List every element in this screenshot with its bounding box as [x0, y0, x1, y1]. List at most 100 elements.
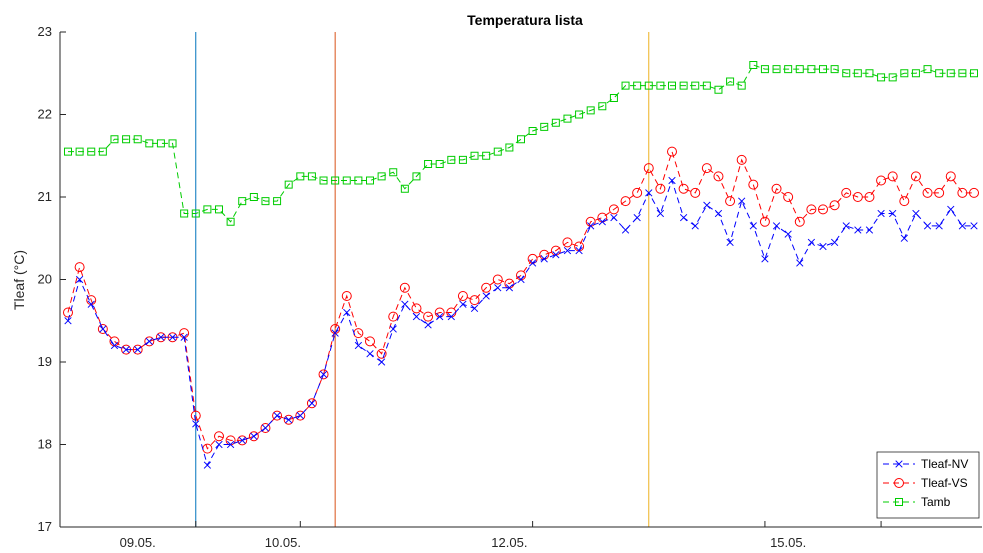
data-point-tamb [575, 110, 584, 119]
x-tick-label: 12.05. [491, 535, 527, 550]
y-tick-label: 17 [38, 519, 52, 534]
data-point-tamb [795, 65, 804, 74]
legend-marker-tamb [895, 498, 903, 506]
data-point-tamb [598, 102, 607, 111]
data-point-tleaf-nv [807, 238, 816, 247]
data-point-tamb [180, 209, 189, 218]
data-point-tleaf-nv [99, 325, 107, 333]
data-point-tleaf-vs [492, 274, 503, 285]
data-point-tleaf-nv [505, 284, 514, 292]
data-point-tleaf-nv [889, 209, 897, 218]
data-point-tamb [145, 139, 154, 148]
data-point-tleaf-nv [482, 292, 490, 300]
data-point-tamb [64, 147, 72, 156]
x-tick-label: 10.05. [265, 535, 301, 550]
legend-marker-tleaf-nv [895, 460, 903, 468]
data-point-tleaf-vs [678, 183, 689, 194]
data-point-tleaf-nv [250, 432, 258, 440]
data-point-tleaf-vs [934, 187, 945, 198]
data-point-tleaf-vs [945, 171, 956, 182]
data-point-tleaf-nv [912, 209, 920, 218]
data-point-tamb [377, 172, 386, 181]
data-point-tamb [261, 197, 270, 206]
event-lines [195, 32, 650, 527]
data-point-tleaf-nv [470, 304, 479, 313]
data-point-tleaf-vs [376, 348, 387, 359]
data-point-tamb [911, 69, 920, 78]
data-point-tleaf-nv [970, 222, 978, 230]
data-point-tleaf-vs [852, 192, 863, 202]
data-point-tamb [389, 168, 398, 177]
legend-label-tamb: Tamb [921, 495, 951, 509]
data-point-tamb [726, 77, 735, 86]
data-point-tleaf-nv [958, 222, 967, 230]
data-point-tleaf-nv [75, 275, 84, 284]
data-point-tleaf-nv [377, 358, 386, 366]
y-tick-label: 22 [38, 107, 52, 122]
legend-label-tleaf-vs: Tleaf-VS [921, 476, 968, 490]
data-point-tleaf-nv [308, 399, 316, 407]
data-point-tamb [307, 172, 316, 181]
data-point-tleaf-nv [192, 420, 200, 428]
data-point-tamb [284, 180, 293, 189]
data-point-tleaf-nv [261, 424, 270, 432]
data-point-tamb [563, 114, 572, 123]
data-point-tamb [691, 81, 700, 90]
data-point-tleaf-nv [610, 213, 618, 222]
data-point-tleaf-nv [145, 337, 153, 346]
data-point-tleaf-vs [144, 336, 155, 347]
data-point-tleaf-nv [923, 222, 932, 230]
data-point-tleaf-nv [168, 333, 177, 341]
data-point-tleaf-nv [331, 329, 339, 337]
data-point-tleaf-vs [748, 179, 759, 190]
data-point-tleaf-vs [759, 216, 770, 227]
data-point-tleaf-vs [318, 369, 329, 380]
axes: 17 18 19 20 21 22 23 09.05. 10.05. 12.05. 15.05. [38, 24, 982, 550]
data-point-tleaf-vs [399, 282, 410, 293]
data-point-tamb [668, 81, 676, 90]
legend-box [876, 451, 980, 519]
data-point-tamb [772, 65, 781, 74]
data-point-tleaf-nv [494, 284, 502, 292]
data-point-tleaf-nv [749, 222, 757, 230]
data-point-tamb [424, 160, 433, 168]
data-point-tleaf-vs [690, 187, 701, 198]
data-point-tleaf-nv [621, 226, 630, 234]
data-point-tleaf-nv [64, 317, 72, 325]
data-point-tamb [586, 106, 595, 115]
data-point-tleaf-vs [899, 196, 910, 207]
data-point-tleaf-nv [366, 350, 374, 358]
data-point-tleaf-vs [794, 216, 805, 227]
data-point-tamb [226, 217, 235, 226]
y-axis-label: Tleaf (°C) [11, 250, 27, 310]
data-point-tleaf-nv [296, 411, 304, 420]
data-point-tleaf-nv [703, 201, 711, 209]
data-point-tleaf-vs [248, 431, 259, 442]
data-point-tamb [970, 69, 978, 78]
data-point-tleaf-vs [957, 187, 968, 198]
data-point-tleaf-nv [226, 440, 235, 449]
data-point-tleaf-vs [411, 303, 422, 314]
data-point-tamb [853, 69, 862, 78]
data-point-tleaf-vs [214, 431, 224, 442]
data-point-tleaf-nv [354, 341, 363, 350]
data-point-tleaf-vs [725, 196, 736, 207]
data-point-tleaf-vs [272, 410, 283, 421]
data-point-tleaf-nv [447, 312, 455, 321]
data-point-tleaf-vs [922, 187, 933, 198]
data-point-tamb [633, 81, 642, 90]
data-point-tleaf-vs [237, 435, 248, 446]
data-point-tleaf-nv [459, 300, 467, 308]
data-point-tleaf-nv [203, 461, 212, 469]
data-point-tamb [935, 69, 944, 78]
data-point-tleaf-nv [563, 246, 572, 255]
data-point-tleaf-vs [632, 187, 643, 198]
y-tick-label: 20 [38, 272, 52, 287]
chart-title: Temperatura lista [467, 12, 583, 28]
data-point-tleaf-nv [424, 321, 432, 329]
data-point-tamb [621, 81, 630, 90]
y-tick-label: 19 [38, 354, 52, 369]
x-tick-label: 15.05. [770, 535, 806, 550]
data-point-tleaf-nv [273, 411, 281, 420]
